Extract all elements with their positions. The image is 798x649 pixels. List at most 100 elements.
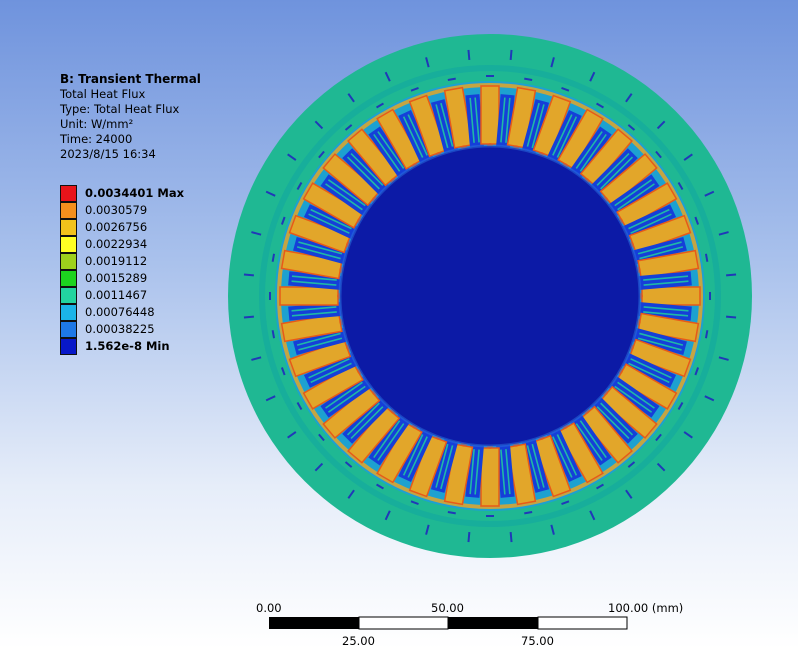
winding-stripe xyxy=(639,332,684,346)
winding-stripe xyxy=(643,275,689,281)
winding-stripe xyxy=(556,434,578,476)
winding-stripe xyxy=(500,97,506,143)
winding-stripe xyxy=(291,280,337,286)
winding-stripe xyxy=(556,116,578,158)
winding-stripe xyxy=(552,436,573,478)
stator-tooth xyxy=(279,286,339,306)
winding-stripe xyxy=(630,213,672,234)
winding-stripe xyxy=(596,152,630,186)
winding-stripe xyxy=(552,114,573,156)
yoke-pin xyxy=(627,461,636,468)
yoke-pin xyxy=(596,102,604,109)
outer-pin xyxy=(656,462,666,472)
yoke-pin xyxy=(561,86,570,92)
winding-stripe xyxy=(630,358,672,379)
legend-swatch xyxy=(60,219,77,236)
winding-slot xyxy=(591,397,638,444)
winding-stripe xyxy=(308,358,350,379)
outer-pin xyxy=(265,395,276,402)
legend-label: 0.00076448 xyxy=(85,305,155,319)
winding-stripe xyxy=(296,332,341,346)
winding-stripe xyxy=(435,443,449,488)
winding-stripe xyxy=(575,131,603,169)
winding-stripe xyxy=(402,434,424,476)
winding-stripe xyxy=(298,241,343,255)
result-time: Time: 24000 xyxy=(60,132,133,146)
outer-pin xyxy=(384,71,391,82)
winding-stripe xyxy=(440,445,454,490)
winding-stripe xyxy=(526,102,540,147)
winding-stripe xyxy=(350,406,384,440)
winding-stripe xyxy=(600,402,634,436)
winding-stripe xyxy=(377,131,405,169)
outer-pin xyxy=(718,231,729,236)
winding-stripe xyxy=(440,102,454,147)
winding-stripe xyxy=(617,381,655,409)
legend-swatch xyxy=(60,338,77,355)
result-unit: Unit: W/mm² xyxy=(60,117,134,131)
stator-tooth xyxy=(641,286,701,306)
outer-pin xyxy=(243,273,254,277)
yoke-pin xyxy=(271,330,276,339)
winding-stripe xyxy=(373,133,401,172)
legend-swatch xyxy=(60,270,77,287)
winding-slot xyxy=(465,94,484,148)
yoke-pin xyxy=(269,292,271,300)
outer-pin xyxy=(384,510,391,521)
winding-stripe xyxy=(325,183,363,211)
yoke-pin xyxy=(486,515,494,517)
outer-pin xyxy=(243,315,254,319)
yoke-pin xyxy=(344,461,353,468)
yoke-pin xyxy=(694,216,700,225)
winding-stripe xyxy=(628,362,670,384)
legend-swatch xyxy=(60,236,77,253)
legend-label: 0.00038225 xyxy=(85,322,155,336)
yoke-pin xyxy=(410,86,419,92)
outer-pin xyxy=(656,120,666,130)
winding-stripe xyxy=(579,133,607,172)
winding-slot xyxy=(638,271,692,290)
outer-pin xyxy=(314,462,324,472)
winding-stripe xyxy=(643,280,689,286)
yoke-pin xyxy=(296,182,303,190)
winding-slot xyxy=(570,414,612,466)
yoke-pin xyxy=(596,483,604,490)
outer-pin xyxy=(287,431,297,439)
outer-pin xyxy=(718,356,729,361)
winding-stripe xyxy=(327,179,366,207)
legend-label: 0.0011467 xyxy=(85,288,148,302)
yoke-pin xyxy=(524,510,533,515)
result-date: 2023/8/15 16:34 xyxy=(60,147,156,161)
winding-slot xyxy=(320,174,372,216)
yoke-pin xyxy=(410,500,419,506)
legend-swatch xyxy=(60,202,77,219)
outer-pin xyxy=(467,532,471,543)
slot-ring-rim xyxy=(277,83,703,509)
outer-pin xyxy=(509,49,513,60)
legend-label: 1.562e-8 Min xyxy=(85,339,170,353)
outer-pin xyxy=(704,395,715,402)
winding-slot xyxy=(496,444,515,498)
stator-tooth xyxy=(480,447,500,507)
outer-pin xyxy=(550,57,555,68)
winding-slot xyxy=(591,148,638,195)
winding-stripe xyxy=(505,97,511,143)
yoke-pin xyxy=(318,150,325,159)
winding-slot xyxy=(342,148,389,195)
winding-stripe xyxy=(639,246,684,260)
result-info-panel: B: Transient Thermal Total Heat Flux Typ… xyxy=(60,72,201,162)
winding-stripe xyxy=(308,213,350,234)
outer-pin xyxy=(589,71,596,82)
legend-label: 0.0022934 xyxy=(85,237,148,251)
outer-pin xyxy=(509,532,513,543)
yoke-pin xyxy=(677,182,684,190)
outer-pin xyxy=(251,231,262,236)
winding-stripe xyxy=(291,306,337,312)
winding-stripe xyxy=(526,445,540,490)
yoke-gradient-ring xyxy=(259,65,721,527)
stator-tooth xyxy=(480,85,500,145)
yoke-pin xyxy=(318,433,325,442)
yoke-pin xyxy=(296,402,303,410)
legend-label: 0.0026756 xyxy=(85,220,148,234)
